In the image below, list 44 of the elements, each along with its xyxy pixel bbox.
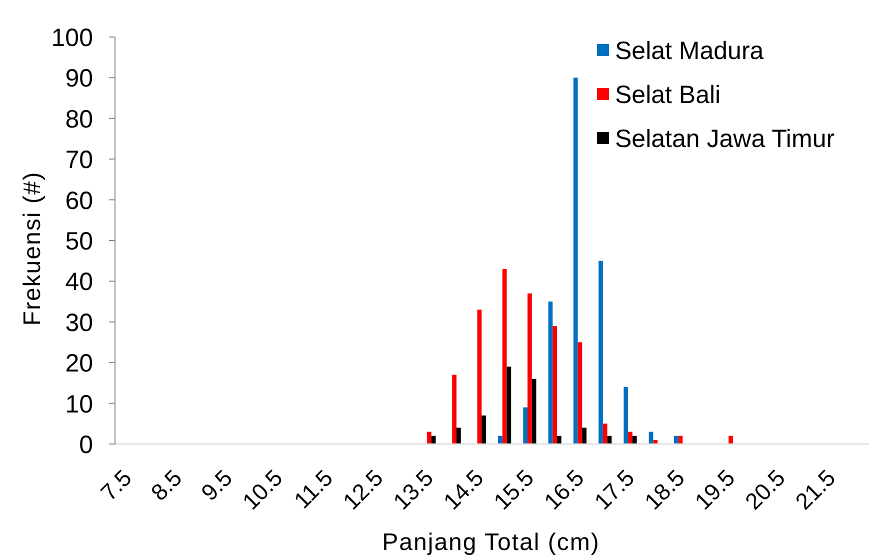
bar: [506, 366, 512, 444]
bar: [602, 424, 608, 444]
bar: [573, 78, 578, 444]
bar: [498, 436, 502, 444]
y-tick-label: 0: [79, 431, 93, 459]
bar: [624, 387, 628, 444]
y-axis-title: Frekuensi (#): [19, 171, 46, 326]
y-tick-label: 80: [65, 105, 93, 134]
x-tick-label: 7.5: [95, 464, 136, 506]
legend-label: Selatan Jawa Timur: [615, 125, 835, 153]
bar: [426, 432, 432, 444]
bar: [628, 432, 632, 444]
legend-label: Selat Madura: [615, 37, 764, 65]
bar: [523, 407, 528, 444]
x-tick-label: 8.5: [146, 464, 187, 506]
y-tick-label: 50: [65, 228, 93, 256]
y-tick-label: 10: [65, 390, 93, 418]
bar: [632, 436, 637, 444]
bar: [552, 326, 558, 444]
y-tick-label: 100: [51, 24, 93, 52]
y-tick-label: 20: [65, 350, 93, 378]
bar: [548, 302, 553, 444]
bar: [452, 374, 456, 444]
bar: [528, 293, 532, 444]
bar: [557, 436, 562, 444]
bar: [456, 428, 461, 444]
bar: [502, 268, 507, 444]
y-tick-label: 30: [65, 308, 93, 337]
y-tick-label: 40: [65, 268, 93, 296]
bar: [582, 428, 586, 444]
bar: [532, 378, 536, 444]
bar: [674, 436, 678, 444]
legend-label: Selat Bali: [615, 81, 721, 109]
bar: [482, 416, 486, 444]
y-tick-label: 90: [65, 64, 93, 93]
bar: [728, 436, 733, 444]
x-tick-label: 9.5: [196, 464, 238, 506]
y-tick-label: 60: [65, 186, 93, 215]
bar: [598, 260, 603, 444]
x-axis-title: Panjang Total (cm): [382, 529, 600, 556]
bar: [477, 310, 482, 444]
y-tick-label: 70: [65, 146, 93, 174]
bar: [578, 342, 582, 444]
x-tick-label: 11.5: [288, 464, 338, 514]
